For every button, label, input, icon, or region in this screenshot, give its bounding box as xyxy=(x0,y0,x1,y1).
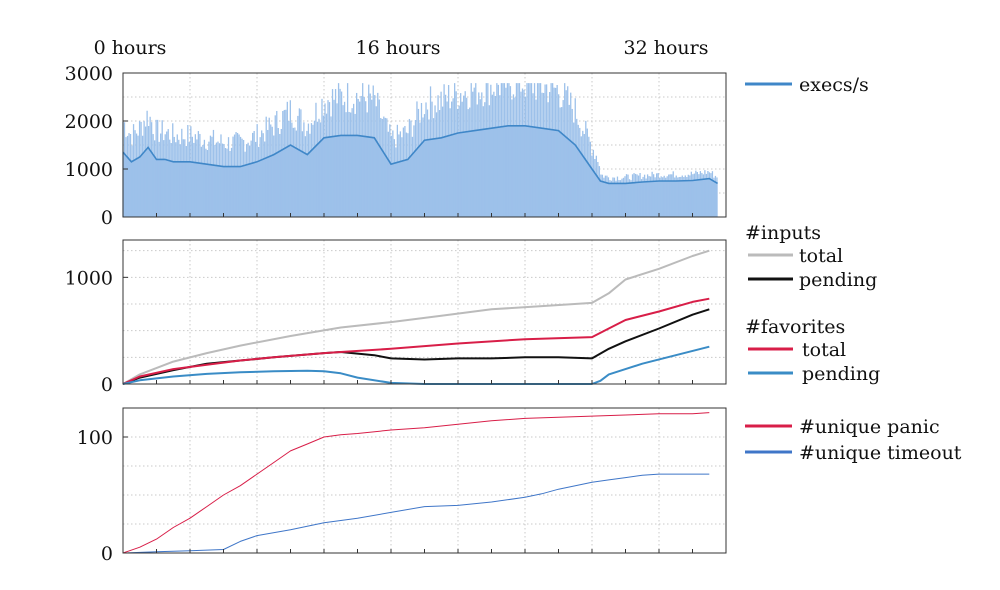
panel-3: 0 100 #unique panic #unique timeout xyxy=(77,407,962,565)
legend-group-title: #favorites xyxy=(745,316,845,338)
series-spikes-execs xyxy=(122,83,718,217)
x-axis-hour-label: 16 hours xyxy=(356,37,441,59)
y-tick-label: 3000 xyxy=(65,63,113,85)
y-tick-label: 0 xyxy=(101,543,113,565)
series-line-1 xyxy=(122,412,710,554)
panel-2: 01000#inputstotalpending#favoritestotalp… xyxy=(65,222,881,396)
panel-frame xyxy=(122,407,727,554)
series-line-4 xyxy=(122,345,710,385)
legend-label: total xyxy=(802,339,846,361)
legend-3: #unique panic #unique timeout xyxy=(745,416,962,464)
legend-2: #inputstotalpending#favoritestotalpendin… xyxy=(745,222,880,385)
y-tick-label: 0 xyxy=(101,374,113,396)
legend-label: #unique timeout xyxy=(799,442,962,464)
y-tick-label: 1000 xyxy=(65,159,113,181)
panel-1: 0 1000 2000 3000 0 hours 16 hours 32 hours exec… xyxy=(65,37,869,229)
y-tick-label: 100 xyxy=(77,427,113,449)
x-axis-hour-label: 0 hours xyxy=(94,37,167,59)
series-line-execs xyxy=(122,125,719,185)
legend-group-title: #inputs xyxy=(745,222,821,244)
legend-label: total xyxy=(799,245,843,267)
y-tick-label: 0 xyxy=(101,207,113,229)
y-tick-label: 1000 xyxy=(65,267,113,289)
x-axis-hour-label: 32 hours xyxy=(624,37,709,59)
series-line-1 xyxy=(122,249,710,385)
series-line-2 xyxy=(122,473,710,554)
legend-label: pending xyxy=(802,363,880,385)
legend-label: pending xyxy=(799,269,877,291)
y-tick-label: 2000 xyxy=(65,111,113,133)
legend-1: execs/s xyxy=(745,74,869,96)
series-line-3 xyxy=(122,297,710,385)
legend-label: #unique panic xyxy=(799,416,940,438)
legend-label: execs/s xyxy=(799,74,869,96)
